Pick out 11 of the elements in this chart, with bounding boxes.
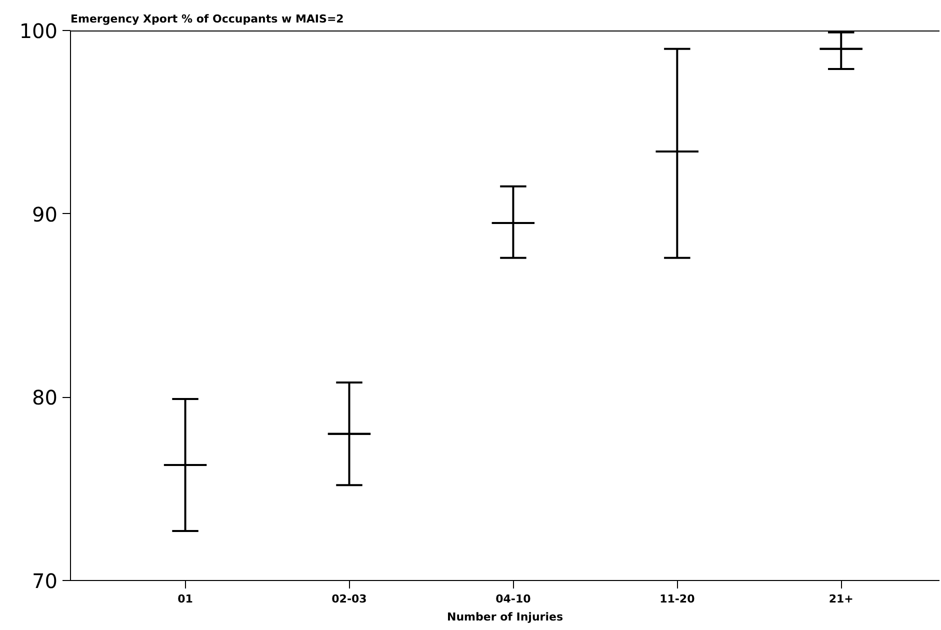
x-axis-title: Number of Injuries [447,610,564,624]
x-tick-label: 02-03 [332,592,367,606]
chart-title: Emergency Xport % of Occupants w MAIS=2 [70,12,344,26]
y-tick-label: 80 [32,386,58,410]
y-tick-label: 70 [32,569,58,593]
x-tick-label: 21+ [828,592,854,606]
x-tick-label: 04-10 [496,592,532,606]
y-tick-label: 90 [32,202,58,226]
x-tick-label: 11-20 [660,592,696,606]
y-tick-label: 100 [19,19,58,43]
x-tick-label: 01 [178,592,193,606]
